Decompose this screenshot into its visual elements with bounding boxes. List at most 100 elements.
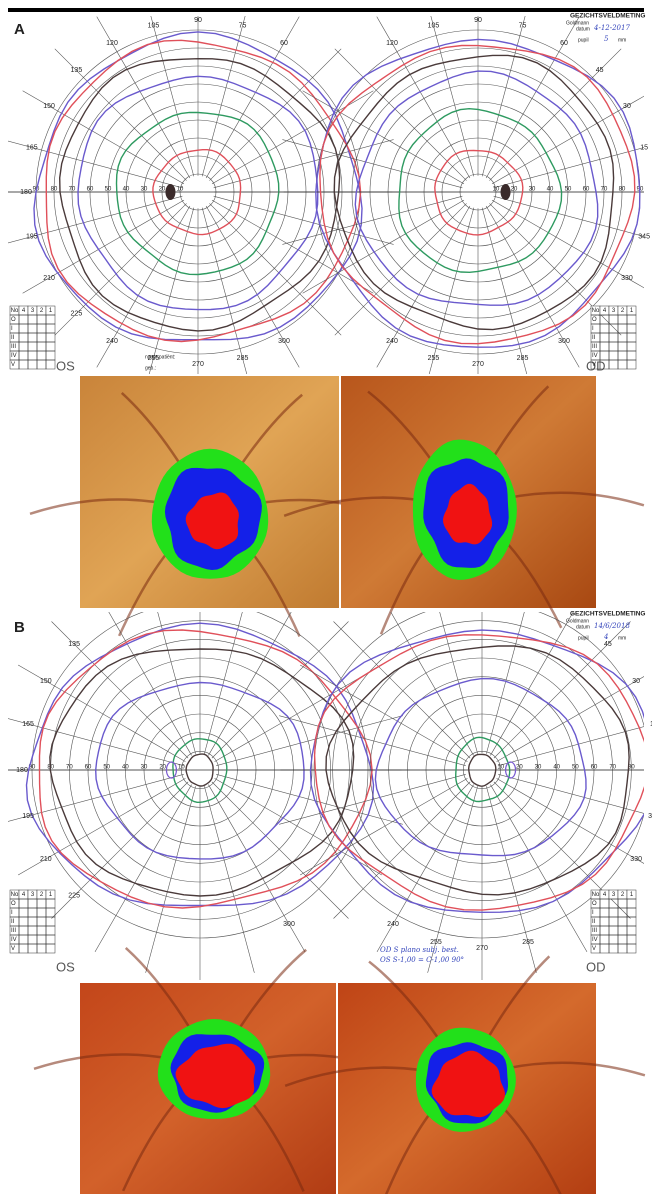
table-cell — [626, 359, 637, 370]
table-row-label: I — [11, 910, 13, 916]
meridian-line — [496, 778, 644, 864]
table-cell — [36, 323, 47, 334]
table-cell — [626, 907, 637, 918]
meridian-label: 240 — [386, 338, 398, 345]
table-header: 1 — [630, 308, 634, 314]
ring-label: 80 — [628, 765, 635, 771]
isopter — [319, 44, 636, 345]
isopter — [454, 736, 511, 803]
meridian-line — [486, 786, 537, 973]
table-cell — [36, 359, 47, 370]
meridian-label: 150 — [43, 103, 55, 110]
table-cell — [45, 934, 56, 945]
meridian-label: 330 — [621, 275, 633, 282]
meridian-line — [213, 195, 394, 245]
ring-label: 90 — [647, 765, 652, 771]
isopter — [325, 645, 630, 896]
ring-label: 40 — [547, 187, 554, 193]
meridian-line — [208, 784, 306, 953]
disc-red — [431, 1050, 505, 1118]
ring-label: 80 — [619, 187, 626, 193]
ring-label: 10 — [493, 187, 500, 193]
table-cell — [608, 359, 619, 370]
table-header: 1 — [49, 308, 53, 314]
table-cell — [617, 323, 628, 334]
meridian-line — [481, 16, 526, 177]
meridian-line — [489, 48, 622, 181]
meridian-label: 75 — [239, 23, 247, 30]
meridian-line — [481, 207, 528, 374]
table-cell — [45, 323, 56, 334]
isopter — [333, 54, 615, 331]
table-cell — [18, 350, 29, 361]
table-cell — [27, 332, 38, 343]
meridian-label: 165 — [26, 144, 38, 151]
meridian-label: 165 — [22, 721, 34, 728]
table-cell — [18, 907, 29, 918]
meridian-line — [334, 48, 467, 181]
meridian-line — [205, 16, 300, 179]
meridian-line — [299, 664, 468, 762]
table-cell — [27, 907, 38, 918]
meridian-label: 300 — [558, 338, 570, 345]
meridian-label: 240 — [387, 921, 399, 928]
table-header: No — [592, 892, 600, 898]
ring-label: 30 — [141, 765, 148, 771]
blind-spot — [165, 761, 178, 779]
table-cell — [617, 341, 628, 352]
table-cell — [608, 898, 619, 909]
table-cell — [617, 350, 628, 361]
isopter — [49, 648, 355, 897]
table-cell — [45, 341, 56, 352]
meridian-line — [201, 16, 246, 177]
table-cell — [626, 916, 637, 927]
table-cell — [27, 898, 38, 909]
table-cell — [608, 323, 619, 334]
meridian-label: 30 — [632, 678, 640, 685]
meridian-label: 15 — [640, 144, 648, 151]
meridian-line — [439, 612, 478, 754]
meridian-line — [17, 664, 186, 762]
meridian-line — [299, 778, 468, 876]
isopter — [38, 629, 373, 909]
table-cell — [36, 350, 47, 361]
meridian-label: 225 — [71, 310, 83, 317]
ring-label: 10 — [497, 765, 504, 771]
isopter — [374, 677, 587, 857]
meridian-label: 225 — [68, 893, 80, 900]
table-cell — [617, 359, 628, 370]
form-title: GEZICHTSVELDMETING — [570, 611, 645, 618]
meridian-label: 90 — [194, 17, 202, 24]
isopter — [94, 681, 305, 860]
meridian-label: 285 — [522, 939, 534, 946]
form-field: mm — [618, 635, 626, 641]
form-field: Goldmann — [566, 618, 589, 624]
eye-label: OS — [56, 358, 75, 373]
table-cell — [45, 907, 56, 918]
meridian-label: 330 — [630, 856, 642, 863]
table-cell — [608, 934, 619, 945]
disc-red — [443, 483, 493, 545]
meridian-line — [491, 199, 644, 289]
meridian-line — [213, 139, 394, 189]
ring-label: 70 — [69, 187, 76, 193]
meridian-line — [17, 778, 186, 876]
meridian-line — [493, 147, 644, 189]
table-cell — [626, 323, 637, 334]
meridian-label: 135 — [71, 67, 83, 74]
meridian-label: 270 — [192, 361, 204, 368]
meridian-label: 195 — [22, 813, 34, 820]
table-cell — [626, 934, 637, 945]
meridian-line — [302, 199, 465, 294]
table-cell — [18, 943, 29, 954]
table-row-label: III — [592, 344, 597, 350]
meridian-line — [282, 139, 463, 189]
meridian-line — [157, 612, 196, 754]
table-cell — [599, 934, 610, 945]
table-cell — [45, 314, 56, 325]
table-cell — [36, 341, 47, 352]
meridian-line — [22, 199, 185, 294]
isopter — [77, 75, 319, 311]
panel-label: B — [14, 619, 25, 636]
